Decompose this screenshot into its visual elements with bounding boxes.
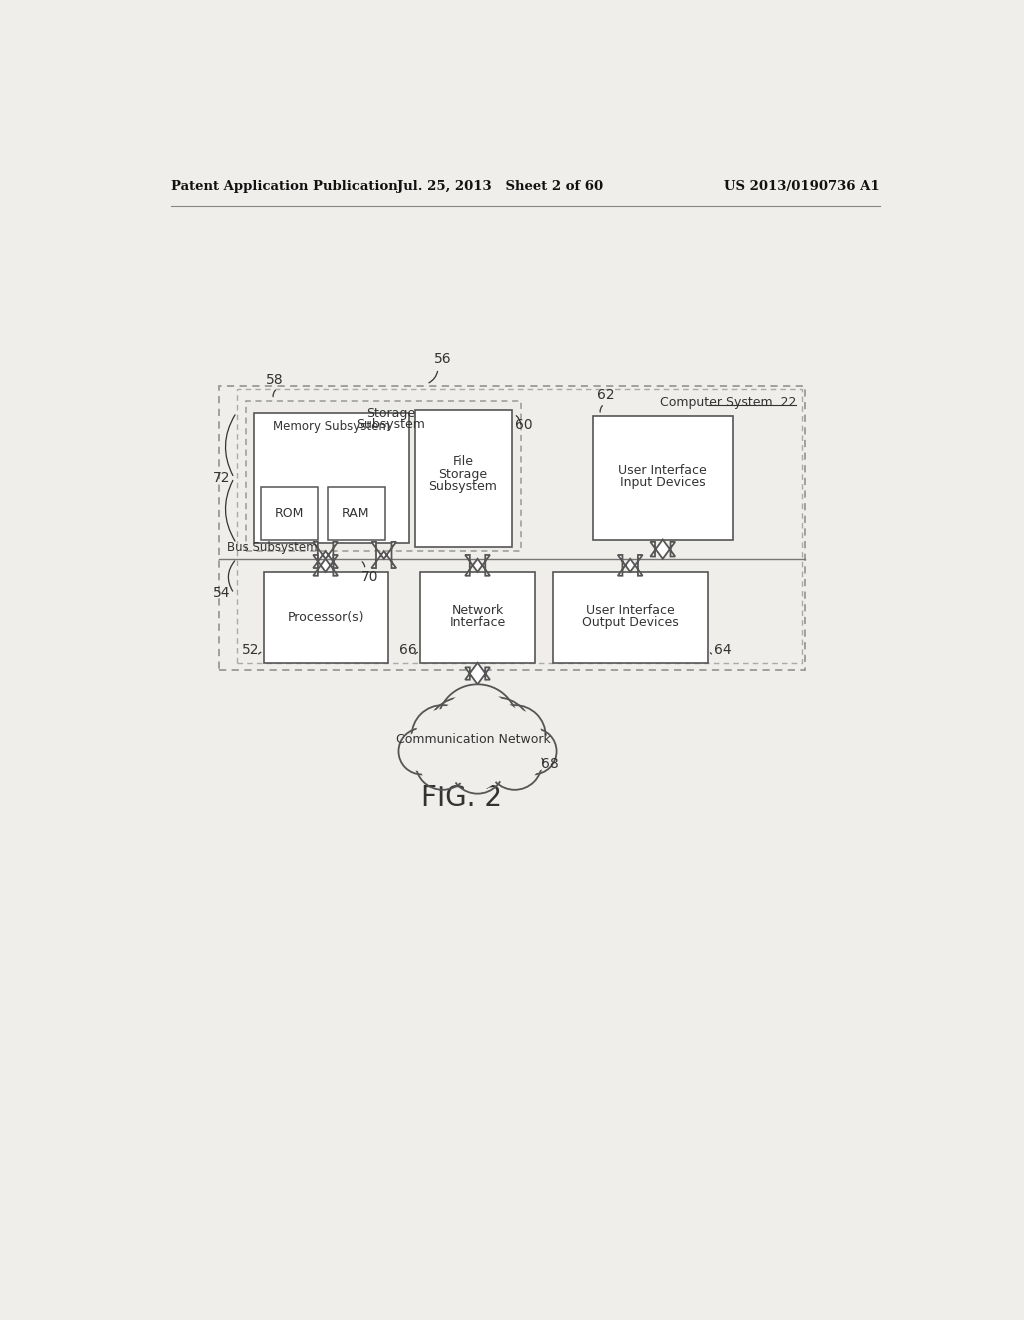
Circle shape bbox=[416, 709, 470, 763]
Text: User Interface: User Interface bbox=[618, 463, 708, 477]
Text: Subsystem: Subsystem bbox=[428, 480, 498, 492]
Bar bbox=[237, 389, 802, 663]
Bar bbox=[246, 401, 521, 552]
Circle shape bbox=[437, 684, 518, 764]
Text: Interface: Interface bbox=[450, 616, 506, 630]
Bar bbox=[263, 572, 388, 663]
Text: User Interface: User Interface bbox=[586, 603, 675, 616]
Circle shape bbox=[419, 739, 466, 787]
Text: 58: 58 bbox=[266, 374, 284, 387]
Text: Communication Network: Communication Network bbox=[396, 733, 551, 746]
Text: Bus Subsystem: Bus Subsystem bbox=[227, 541, 317, 554]
Polygon shape bbox=[372, 543, 396, 568]
Circle shape bbox=[483, 705, 546, 767]
Circle shape bbox=[451, 739, 505, 793]
Polygon shape bbox=[465, 554, 489, 576]
Circle shape bbox=[513, 731, 554, 771]
Text: Output Devices: Output Devices bbox=[582, 616, 679, 630]
Polygon shape bbox=[650, 540, 675, 558]
Text: Storage: Storage bbox=[438, 467, 487, 480]
Text: RAM: RAM bbox=[342, 507, 370, 520]
Circle shape bbox=[432, 702, 493, 762]
Text: FIG. 2: FIG. 2 bbox=[421, 784, 502, 812]
Text: 64: 64 bbox=[714, 643, 731, 656]
Bar bbox=[593, 416, 732, 540]
Text: 72: 72 bbox=[213, 471, 230, 484]
Text: 70: 70 bbox=[360, 570, 378, 583]
Circle shape bbox=[492, 739, 539, 787]
Text: Jul. 25, 2013   Sheet 2 of 60: Jul. 25, 2013 Sheet 2 of 60 bbox=[397, 181, 603, 194]
Bar bbox=[415, 411, 512, 548]
Text: Memory Subsystem: Memory Subsystem bbox=[273, 420, 390, 433]
Text: 54: 54 bbox=[213, 586, 230, 601]
Text: 60: 60 bbox=[515, 418, 534, 432]
Text: Subsystem: Subsystem bbox=[356, 418, 425, 430]
Text: ROM: ROM bbox=[274, 507, 304, 520]
Text: Processor(s): Processor(s) bbox=[288, 611, 364, 624]
Bar bbox=[420, 572, 535, 663]
Text: Storage: Storage bbox=[367, 407, 416, 420]
Circle shape bbox=[401, 731, 442, 771]
Text: Network: Network bbox=[452, 603, 504, 616]
Text: 62: 62 bbox=[597, 388, 614, 403]
Text: US 2013/0190736 A1: US 2013/0190736 A1 bbox=[724, 181, 880, 194]
Text: 66: 66 bbox=[398, 643, 417, 656]
Circle shape bbox=[487, 709, 542, 763]
Text: Patent Application Publication: Patent Application Publication bbox=[171, 181, 397, 194]
Text: Input Devices: Input Devices bbox=[620, 477, 706, 490]
Polygon shape bbox=[313, 554, 338, 576]
Circle shape bbox=[427, 697, 497, 767]
Bar bbox=[261, 487, 317, 540]
Bar bbox=[328, 487, 385, 540]
Circle shape bbox=[398, 729, 445, 775]
Polygon shape bbox=[313, 543, 338, 568]
Bar bbox=[553, 572, 708, 663]
Text: 68: 68 bbox=[541, 758, 559, 771]
Circle shape bbox=[510, 729, 557, 775]
Text: 56: 56 bbox=[434, 352, 452, 367]
Text: Computer System  22: Computer System 22 bbox=[659, 396, 796, 409]
Circle shape bbox=[412, 705, 474, 767]
Bar bbox=[219, 385, 805, 671]
Circle shape bbox=[454, 743, 501, 791]
Text: 52: 52 bbox=[243, 643, 260, 656]
Circle shape bbox=[462, 697, 531, 767]
Circle shape bbox=[416, 737, 470, 789]
Text: File: File bbox=[453, 455, 473, 469]
Polygon shape bbox=[465, 663, 489, 684]
Circle shape bbox=[467, 702, 527, 762]
Circle shape bbox=[487, 737, 542, 789]
Bar bbox=[254, 413, 410, 544]
Polygon shape bbox=[617, 554, 643, 576]
Circle shape bbox=[442, 689, 513, 759]
